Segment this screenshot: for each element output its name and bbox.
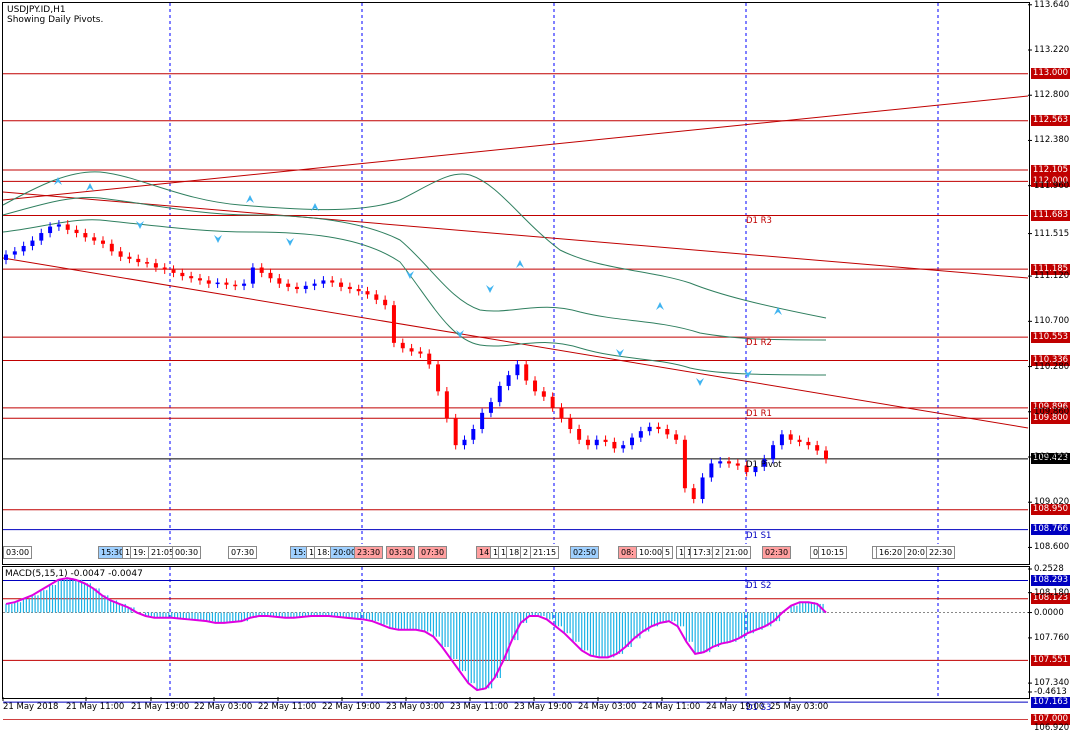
time-axis-label: 22 May 19:00 (322, 702, 381, 712)
pivot-label: D1 R2 (746, 338, 772, 349)
time-axis-label: 21 May 19:00 (131, 702, 190, 712)
session-time-tag: 02:50 (570, 546, 600, 559)
session-time-tag: 5 (662, 546, 674, 559)
pivot-price-tag: 113.000 (1031, 68, 1070, 80)
pivot-price-tag: 108.123 (1031, 593, 1070, 605)
price-axis-label: 108.180 (1034, 587, 1070, 598)
pivot-subtitle: Showing Daily Pivots. (7, 15, 104, 25)
session-time-tag: 10:15 (818, 546, 848, 559)
price-axis-label: 109.440 (1034, 452, 1070, 462)
pivot-price-tag: 108.293 (1031, 574, 1070, 586)
macd-axis-label: -0.4613 (1034, 687, 1067, 697)
session-time-tag: 15:30 (98, 546, 128, 559)
time-axis-label: 23 May 11:00 (450, 702, 509, 712)
pivot-label: D1 R3 (746, 216, 772, 227)
price-axis-label: 109.020 (1034, 497, 1070, 508)
session-time-tag: 21:00 (722, 546, 752, 559)
session-time-tag: 08: (618, 546, 637, 559)
time-axis-label: 21 May 11:00 (66, 702, 125, 712)
time-axis-label: 25 May 03:00 (770, 702, 829, 712)
price-axis-label: 109.860 (1034, 406, 1070, 417)
session-time-tag: 21:05 (148, 546, 178, 559)
time-axis-label: 24 May 03:00 (578, 702, 637, 712)
pivot-price-tag: 112.105 (1031, 164, 1070, 176)
time-axis-label: 22 May 11:00 (258, 702, 317, 712)
pivot-price-tag: 110.336 (1031, 355, 1070, 367)
price-axis-label: 111.120 (1034, 271, 1070, 282)
price-axis-label: 111.960 (1034, 180, 1070, 191)
price-axis-label: 112.800 (1034, 90, 1070, 101)
session-time-tag: 07:30 (228, 546, 258, 559)
session-time-tag: 16:20 (876, 546, 906, 559)
session-time-tag: 21:15 (530, 546, 560, 559)
pivot-price-tag: 109.896 (1031, 402, 1070, 414)
price-axis-label: 110.700 (1034, 316, 1070, 327)
session-time-tag: 02:30 (762, 546, 792, 559)
pivot-price-tag: 112.563 (1031, 115, 1070, 127)
price-axis-label: 106.920 (1034, 723, 1070, 733)
session-time-tag: 19: (130, 546, 149, 559)
time-axis-label: 24 May 11:00 (642, 702, 701, 712)
price-axis-label: 107.760 (1034, 632, 1070, 643)
session-time-tag: 03:00 (3, 546, 33, 559)
price-axis-label: 113.220 (1034, 45, 1070, 55)
pivot-label: D1 Pivot (746, 459, 782, 470)
current-price-tag: 109.423 (1031, 453, 1070, 465)
macd-title: MACD(5,15,1) -0.0047 -0.0047 (5, 569, 143, 579)
price-axis-label: 108.600 (1034, 542, 1070, 553)
pivot-price-tag: 108.766 (1031, 524, 1070, 536)
symbol-title: USDJPY.ID,H1 (7, 5, 66, 15)
pivot-price-tag: 111.683 (1031, 209, 1070, 221)
pivot-label: D1 R1 (746, 408, 772, 419)
price-axis-label: 107.340 (1034, 678, 1070, 689)
session-time-tag: 23:30 (354, 546, 384, 559)
pivot-price-tag: 108.950 (1031, 504, 1070, 516)
pivot-price-tag: 107.163 (1031, 696, 1070, 708)
session-time-tag: 03:30 (386, 546, 416, 559)
time-axis-label: 24 May 19:00 (706, 702, 765, 712)
time-axis-label: 22 May 03:00 (194, 702, 253, 712)
session-time-tag: 00:30 (172, 546, 202, 559)
session-time-tag: 20:0 (904, 546, 928, 559)
price-axis-label: 113.640 (1034, 0, 1070, 10)
session-time-tag: 07:30 (418, 546, 448, 559)
macd-axis-label: 0.2528 (1034, 564, 1064, 574)
session-time-tag: 10:00 (636, 546, 666, 559)
session-time-tag: 22:30 (926, 546, 956, 559)
price-axis-label: 111.515 (1034, 228, 1070, 239)
time-axis-label: 23 May 19:00 (514, 702, 573, 712)
session-time-tag: 20:00 (330, 546, 360, 559)
pivot-price-tag: 110.553 (1031, 331, 1070, 343)
pivot-price-tag: 107.551 (1031, 654, 1070, 666)
pivot-label: D1 S1 (746, 530, 772, 541)
time-axis-label: 23 May 03:00 (386, 702, 445, 712)
macd-axis-label: 0.0000 (1034, 607, 1064, 618)
price-axis-label: 110.280 (1034, 361, 1070, 372)
time-axis-label: 21 May 2018 (3, 702, 59, 712)
pivot-price-tag: 112.000 (1031, 175, 1070, 187)
pivot-price-tag: 109.800 (1031, 412, 1070, 424)
pivot-label: D1 S2 (746, 581, 772, 592)
pivot-label: D1 S3 (746, 703, 772, 714)
price-axis-label: 112.380 (1034, 135, 1070, 146)
pivot-price-tag: 111.185 (1031, 263, 1070, 275)
